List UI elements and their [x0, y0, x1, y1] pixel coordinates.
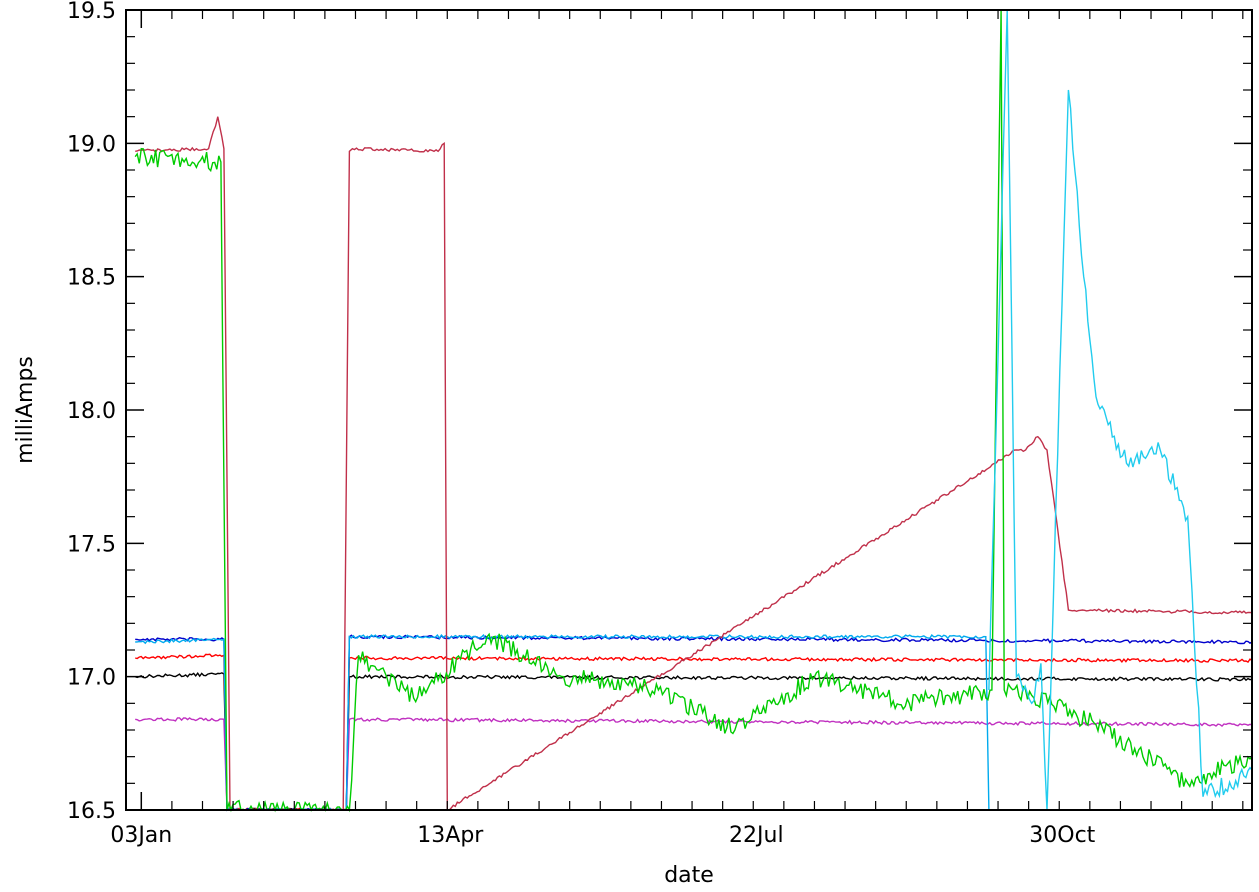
y-tick-label: 19.0	[67, 132, 116, 157]
series-line-7	[134, 9, 1253, 813]
y-tick-label: 18.5	[67, 266, 116, 291]
y-tick-label: 17.5	[67, 532, 116, 557]
y-axis-title: milliAmps	[13, 356, 38, 464]
plot-lines	[134, 9, 1253, 813]
y-tick-label: 19.5	[67, 0, 116, 24]
series-line-1	[134, 671, 1253, 811]
x-tick-label: 03Jan	[110, 823, 172, 848]
y-tick-label: 17.0	[67, 666, 116, 691]
y-axis: 16.5 17.0 17.5 18.0 18.5 19.0 19.5	[67, 0, 1252, 824]
series-line-3	[135, 717, 1253, 812]
x-tick-label: 22Jul	[729, 823, 784, 848]
x-axis-title: date	[664, 863, 714, 888]
y-tick-label: 18.0	[67, 399, 116, 424]
series-line-8	[988, 9, 1253, 811]
series-line-6	[135, 116, 1253, 811]
x-tick-label: 13Apr	[417, 823, 484, 848]
y-tick-label: 16.5	[67, 799, 116, 824]
x-tick-label: 30Oct	[1029, 823, 1095, 848]
x-axis: 03Jan 13Apr 22Jul 30Oct	[110, 10, 1244, 848]
plot-frame	[125, 9, 1253, 811]
